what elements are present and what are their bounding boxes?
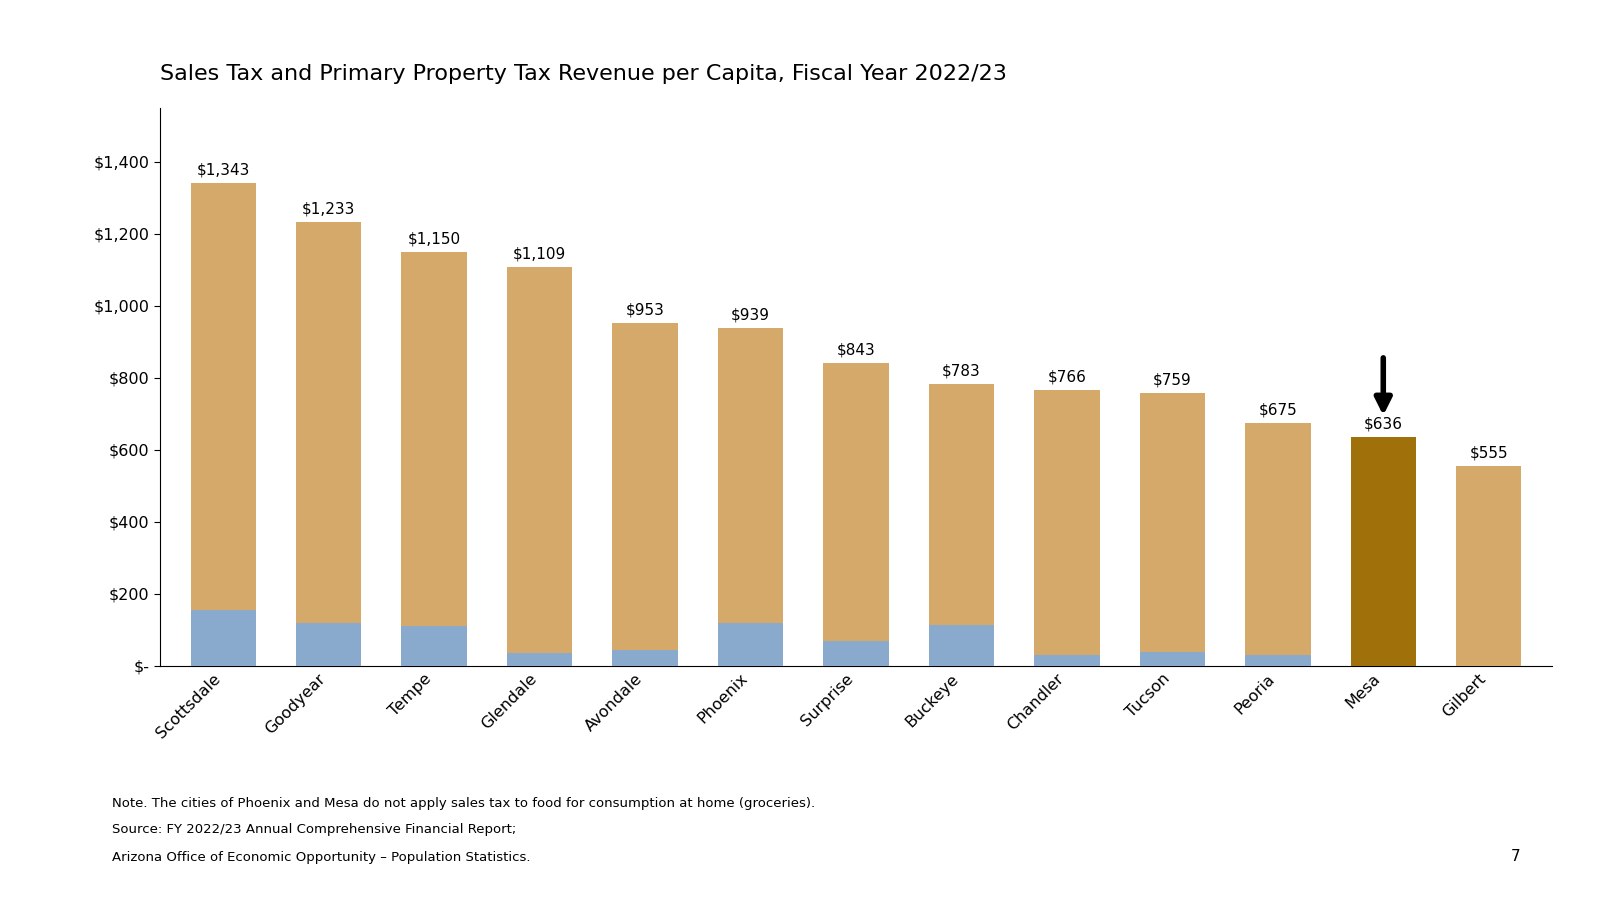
Bar	[1139, 652, 1205, 666]
Bar	[507, 266, 573, 653]
Bar	[1245, 423, 1310, 655]
Bar	[1034, 391, 1099, 655]
Text: $939: $939	[731, 308, 770, 322]
Text: $675: $675	[1259, 402, 1298, 418]
Bar	[507, 653, 573, 666]
Text: $555: $555	[1469, 446, 1509, 461]
Bar	[718, 623, 784, 666]
Bar	[1139, 392, 1205, 652]
Bar	[1034, 655, 1099, 666]
Text: Source: FY 2022/23 Annual Comprehensive Financial Report;: Source: FY 2022/23 Annual Comprehensive …	[112, 824, 517, 836]
Text: $1,233: $1,233	[302, 202, 355, 217]
Bar	[718, 328, 784, 623]
Text: Note. The cities of Phoenix and Mesa do not apply sales tax to food for consumpt: Note. The cities of Phoenix and Mesa do …	[112, 796, 814, 809]
Text: $783: $783	[942, 364, 981, 379]
Bar	[824, 641, 888, 666]
Text: $759: $759	[1154, 373, 1192, 387]
Bar	[402, 626, 467, 666]
Text: $843: $843	[837, 342, 875, 357]
Text: $1,150: $1,150	[408, 231, 461, 247]
Bar	[928, 625, 994, 666]
Bar	[190, 610, 256, 666]
Bar	[296, 623, 362, 666]
Bar	[296, 222, 362, 623]
Text: $1,343: $1,343	[197, 162, 250, 177]
Bar	[613, 650, 678, 666]
Bar	[613, 323, 678, 650]
Bar	[402, 252, 467, 626]
Bar	[824, 363, 888, 641]
Text: $1,109: $1,109	[514, 247, 566, 261]
Bar	[928, 384, 994, 625]
Text: 7: 7	[1510, 849, 1520, 864]
Text: $953: $953	[626, 302, 664, 318]
Text: Arizona Office of Economic Opportunity – Population Statistics.: Arizona Office of Economic Opportunity –…	[112, 850, 531, 863]
Text: Sales Tax and Primary Property Tax Revenue per Capita, Fiscal Year 2022/23: Sales Tax and Primary Property Tax Reven…	[160, 64, 1006, 85]
Bar	[1245, 655, 1310, 666]
Bar	[190, 183, 256, 610]
Bar	[1456, 466, 1522, 666]
Text: $636: $636	[1363, 417, 1403, 432]
Bar	[1350, 437, 1416, 666]
Text: $766: $766	[1048, 370, 1086, 385]
